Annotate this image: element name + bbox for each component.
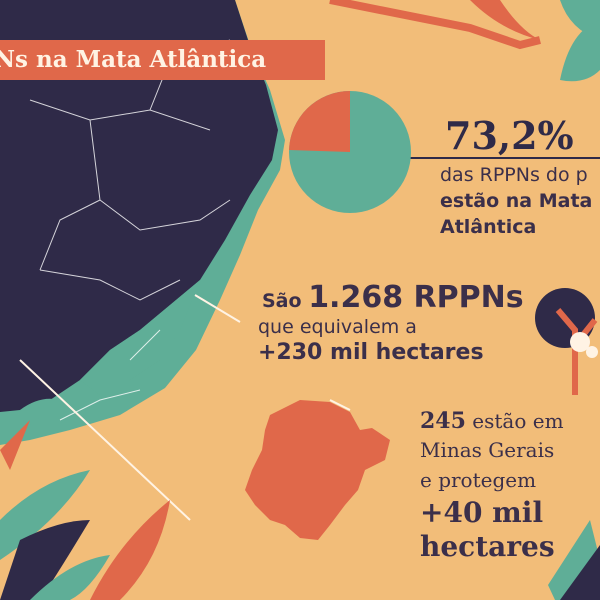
share-percent: 73,2% [445, 113, 574, 158]
tree-icon [535, 288, 598, 395]
count-line-3: +230 mil hectares [258, 340, 484, 365]
title-banner: Ns na Mata Atlântica [0, 40, 325, 80]
minas-number: 245 [420, 408, 466, 434]
minas-line-5: hectares [420, 530, 555, 563]
brazil-map [0, 0, 285, 445]
leader-lines [19, 157, 600, 521]
count-line-1: São 1.268 RPPNs [262, 280, 524, 315]
share-line-2: estão na Mata [440, 190, 593, 212]
minas-line-2: Minas Gerais [420, 438, 555, 462]
minas-line-4: +40 mil [420, 496, 544, 529]
pie-chart [289, 90, 411, 213]
minas-gerais-shape [245, 400, 390, 540]
minas-line-1: 245 estão em [420, 408, 564, 434]
leaves-bottom-left-icon [0, 420, 170, 600]
pie-slice-other [289, 90, 350, 152]
shapes-bottom-right-icon [548, 520, 600, 600]
page-title: Ns na Mata Atlântica [0, 46, 267, 73]
leaf-top-right-icon [329, 0, 600, 82]
count-line-2: que equivalem a [258, 316, 417, 338]
count-number: 1.268 RPPNs [308, 280, 524, 315]
count-prefix: São [262, 290, 302, 312]
share-line-1: das RPPNs do p [440, 164, 588, 186]
minas-line-1-suffix: estão em [472, 409, 564, 433]
share-line-3: Atlântica [440, 216, 537, 238]
minas-line-3: e protegem [420, 468, 537, 492]
